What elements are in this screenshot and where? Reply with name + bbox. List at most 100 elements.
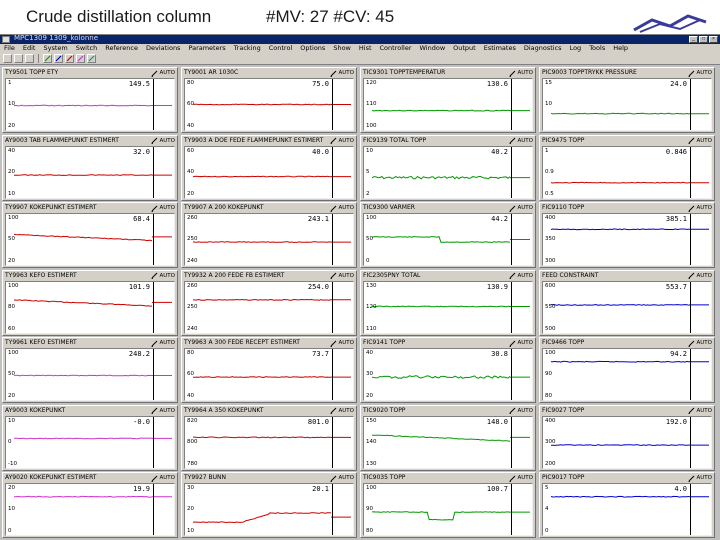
trend-panel[interactable]: FIC9141 TOPP AUTO 30.8 40 30 20 <box>360 337 536 403</box>
mode-pencil-icon[interactable] <box>688 137 695 144</box>
panel-mode-label[interactable]: AUTO <box>517 475 533 481</box>
trend-plot[interactable]: 75.0 80 60 40 <box>184 78 354 131</box>
panel-mode-label[interactable]: AUTO <box>696 272 712 279</box>
panel-mode-label[interactable]: AUTO <box>159 340 175 346</box>
trend-panel[interactable]: TY9963 KEFO ESTIMERT AUTO 101.9 100 80 6… <box>2 269 178 336</box>
mode-pencil-icon[interactable] <box>330 205 337 212</box>
trend-plot[interactable]: 192.0 400 300 200 <box>542 415 712 469</box>
panel-mode-label[interactable]: AUTO <box>696 137 712 144</box>
mode-pencil-icon[interactable] <box>151 70 158 77</box>
trend-plot[interactable]: 553.7 600 550 500 <box>542 280 712 334</box>
trend-plot[interactable]: 44.2 100 50 0 <box>363 213 533 266</box>
mode-pencil-icon[interactable] <box>330 475 337 482</box>
mode-pencil-icon[interactable] <box>509 475 516 482</box>
mode-pencil-icon[interactable] <box>509 272 516 279</box>
trend-panel[interactable]: TIC9301 TOPPTEMPERATUR AUTO 130.6 120 11… <box>360 67 536 133</box>
trend-plot[interactable]: 101.9 100 80 60 <box>5 280 175 334</box>
panel-mode-label[interactable]: AUTO <box>517 205 533 211</box>
mode-pencil-icon[interactable] <box>151 205 158 212</box>
trend-panel[interactable]: FEED CONSTRAINT AUTO 553.7 600 550 500 <box>539 269 715 336</box>
mode-pencil-icon[interactable] <box>509 407 516 414</box>
mode-pencil-icon[interactable] <box>688 407 695 414</box>
window-titlebar[interactable]: MPC1309 1309_kolonne _ □ × <box>0 34 720 44</box>
trend-plot[interactable]: 24.0 15 10 <box>542 78 712 131</box>
trend-plot[interactable]: 149.5 1 10 20 <box>5 78 175 131</box>
trend-panel[interactable]: PIC9475 TOPP AUTO 0.846 1 0.9 0.5 <box>539 134 715 201</box>
menu-item[interactable]: Help <box>613 44 629 52</box>
trend-plot[interactable]: 40.2 10 5 2 <box>363 145 533 199</box>
panel-mode-label[interactable]: AUTO <box>517 70 533 76</box>
panel-mode-label[interactable]: AUTO <box>159 407 175 414</box>
trend-panel[interactable]: TY9932 A 200 FEDE FB ESTIMERT AUTO 254.0… <box>181 269 357 336</box>
mode-pencil-icon[interactable] <box>151 340 158 347</box>
trend-panel[interactable]: TIC9300 VARMER AUTO 44.2 100 50 0 <box>360 202 536 268</box>
mode-pencil-icon[interactable] <box>330 340 337 347</box>
trend-panel[interactable]: FIC9139 TOTAL TOPP AUTO 40.2 10 5 2 <box>360 134 536 201</box>
mode-pencil-icon[interactable] <box>509 340 516 347</box>
mode-pencil-icon[interactable] <box>688 340 695 347</box>
trend-plot[interactable]: 40.0 60 40 20 <box>184 145 354 199</box>
panel-mode-label[interactable]: AUTO <box>517 340 533 346</box>
trend-plot[interactable]: 20.1 30 20 10 <box>184 483 354 536</box>
trend-panel[interactable]: TY9964 A 350 KOKEPUNKT AUTO 801.0 820 80… <box>181 404 357 471</box>
trend-plot[interactable]: 32.0 40 20 10 <box>5 145 175 199</box>
panel-mode-label[interactable]: AUTO <box>159 70 175 76</box>
menu-item[interactable]: Diagnostics <box>523 44 562 52</box>
trend-panel[interactable]: FIC2305PNY TOTAL AUTO 130.9 130 120 110 <box>360 269 536 336</box>
menu-item[interactable]: Show <box>333 44 351 52</box>
menu-item[interactable]: Tools <box>589 44 606 52</box>
mode-pencil-icon[interactable] <box>330 137 337 144</box>
panel-mode-label[interactable]: AUTO <box>517 137 533 144</box>
trend-panel[interactable]: TY9961 KEFO ESTIMERT AUTO 248.2 100 50 2… <box>2 337 178 403</box>
panel-mode-label[interactable]: AUTO <box>696 340 712 346</box>
toolbar-save-icon[interactable] <box>25 54 34 63</box>
trend-panel[interactable]: TY9001 AR 1030C AUTO 75.0 80 60 40 <box>181 67 357 133</box>
trend-panel[interactable]: PIC9017 TOPP AUTO 4.0 5 4 0 <box>539 472 715 538</box>
trend-panel[interactable]: AY9003 TAB FLAMMEPUNKT ESTIMERT AUTO 32.… <box>2 134 178 201</box>
mode-pencil-icon[interactable] <box>688 272 695 279</box>
trend-plot[interactable]: -0.0 10 0 -10 <box>5 415 175 469</box>
trend-panel[interactable]: TY9927 BUNN AUTO 20.1 30 20 10 <box>181 472 357 538</box>
menu-item[interactable]: Switch <box>75 44 98 52</box>
trend-panel[interactable]: TY9907 A 200 KOKEPUNKT AUTO 243.1 260 25… <box>181 202 357 268</box>
menu-item[interactable]: System <box>43 44 68 52</box>
trend-plot[interactable]: 130.9 130 120 110 <box>363 280 533 334</box>
trend-panel[interactable]: FIC9466 TOPP AUTO 94.2 100 90 80 <box>539 337 715 403</box>
trend-plot[interactable]: 0.846 1 0.9 0.5 <box>542 145 712 199</box>
trend-plot[interactable]: 4.0 5 4 0 <box>542 483 712 536</box>
trend-panel[interactable]: AY9020 KOKEPUNKT ESTIMERT AUTO 19.9 20 1… <box>2 472 178 538</box>
trend-panel[interactable]: TY9501 TOPP ETY AUTO 149.5 1 10 20 <box>2 67 178 133</box>
panel-mode-label[interactable]: AUTO <box>696 475 712 481</box>
panel-mode-label[interactable]: AUTO <box>338 407 354 414</box>
mode-pencil-icon[interactable] <box>688 70 695 77</box>
trend-panel[interactable]: TY9963 A 300 FEDE RECEPT ESTIMERT AUTO 7… <box>181 337 357 403</box>
trend-panel[interactable]: AY9003 KOKEPUNKT AUTO -0.0 10 0 -10 <box>2 404 178 471</box>
toolbar-pen5-icon[interactable] <box>87 54 96 63</box>
trend-plot[interactable]: 100.7 100 90 80 <box>363 483 533 536</box>
trend-panel[interactable]: FIC9110 TOPP AUTO 385.1 400 350 300 <box>539 202 715 268</box>
trend-plot[interactable]: 254.0 260 250 240 <box>184 280 354 334</box>
panel-mode-label[interactable]: AUTO <box>159 137 175 144</box>
mode-pencil-icon[interactable] <box>330 70 337 77</box>
trend-plot[interactable]: 248.2 100 50 20 <box>5 348 175 401</box>
trend-plot[interactable]: 801.0 820 800 780 <box>184 415 354 469</box>
mode-pencil-icon[interactable] <box>151 475 158 482</box>
toolbar-pen2-icon[interactable] <box>54 54 63 63</box>
menu-item[interactable]: File <box>4 44 15 52</box>
maximize-icon[interactable]: □ <box>699 36 708 43</box>
mode-pencil-icon[interactable] <box>688 205 695 212</box>
close-icon[interactable]: × <box>709 36 718 43</box>
panel-mode-label[interactable]: AUTO <box>696 205 712 211</box>
menu-item[interactable]: Reference <box>105 44 138 52</box>
toolbar-new-icon[interactable] <box>3 54 12 63</box>
toolbar-pen4-icon[interactable] <box>76 54 85 63</box>
panel-mode-label[interactable]: AUTO <box>338 340 354 346</box>
trend-plot[interactable]: 94.2 100 90 80 <box>542 348 712 401</box>
menu-item[interactable]: Estimates <box>483 44 516 52</box>
menu-item[interactable]: Controller <box>379 44 412 52</box>
trend-plot[interactable]: 73.7 80 60 40 <box>184 348 354 401</box>
panel-mode-label[interactable]: AUTO <box>159 272 175 279</box>
panel-mode-label[interactable]: AUTO <box>338 205 354 211</box>
menu-item[interactable]: Output <box>453 44 476 52</box>
trend-plot[interactable]: 19.9 20 10 0 <box>5 483 175 536</box>
